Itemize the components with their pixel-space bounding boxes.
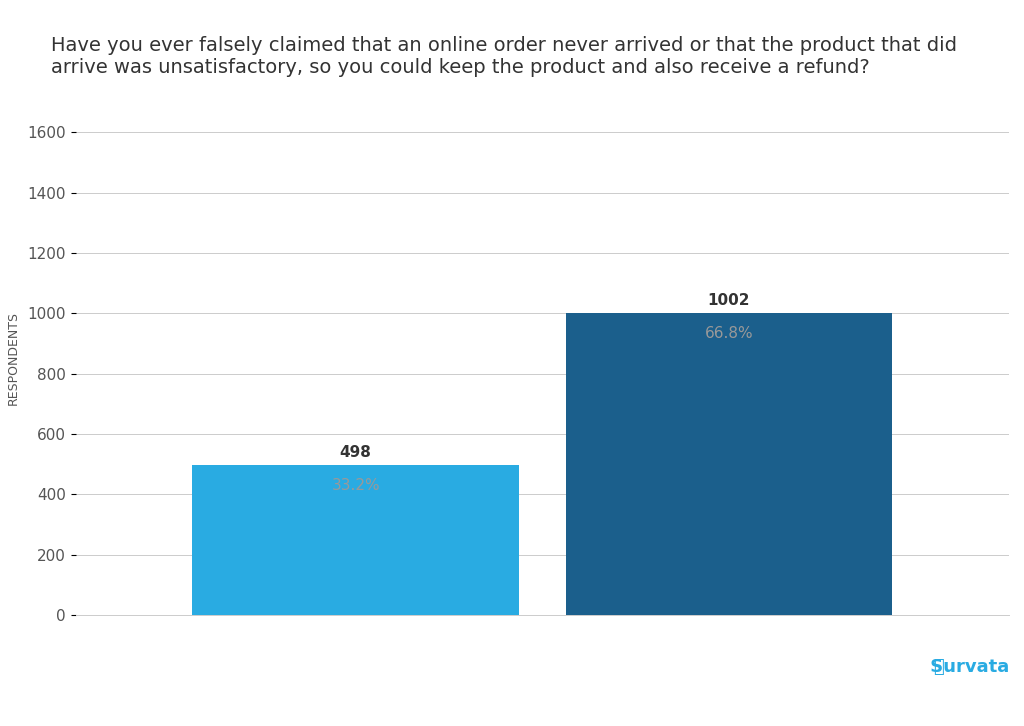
Text: Survata: Survata	[924, 658, 1009, 677]
Bar	[193, 465, 519, 615]
Text: Ⓢ: Ⓢ	[933, 658, 944, 677]
Text: 498: 498	[340, 445, 372, 460]
Text: 66.8%: 66.8%	[705, 326, 754, 341]
Text: 1002: 1002	[708, 293, 751, 308]
Text: Have you ever falsely claimed that an online order never arrived or that the pro: Have you ever falsely claimed that an on…	[51, 36, 957, 77]
Bar	[565, 313, 892, 615]
Text: 33.2%: 33.2%	[332, 478, 380, 493]
Y-axis label: RESPONDENTS: RESPONDENTS	[6, 311, 19, 406]
